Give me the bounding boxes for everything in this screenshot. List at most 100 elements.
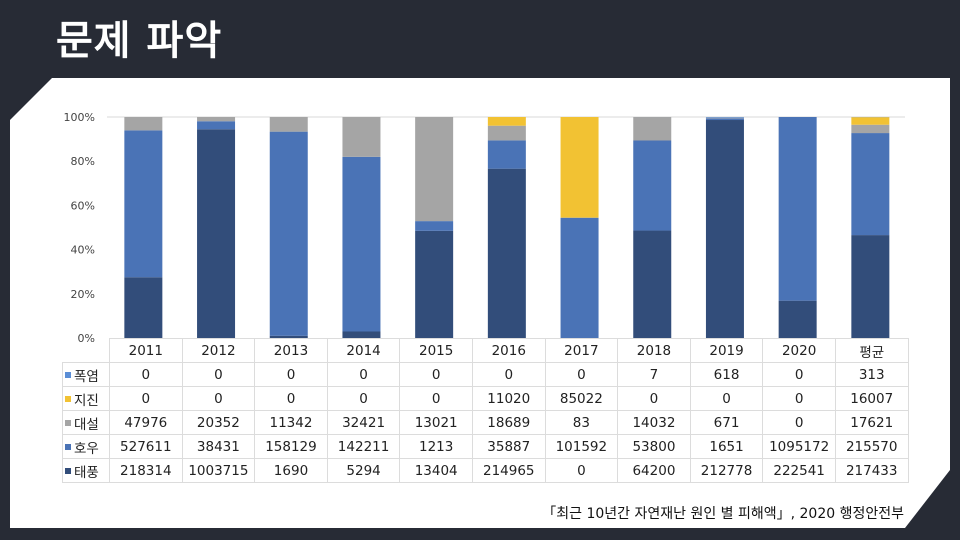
data-label: 20352 bbox=[181, 410, 256, 435]
bar-segment-대설-평균 bbox=[851, 124, 890, 134]
y-tick-label: 60% bbox=[71, 199, 95, 212]
data-label: 0 bbox=[181, 362, 256, 387]
data-label: 32421 bbox=[326, 410, 401, 435]
bar-segment-호우-2019 bbox=[705, 118, 744, 121]
data-label: 0 bbox=[254, 386, 328, 411]
bar-segment-대설-2019 bbox=[705, 117, 744, 119]
bar-segment-태풍-2020 bbox=[778, 300, 817, 338]
legend-swatch bbox=[65, 443, 71, 450]
bar-segment-태풍-2018 bbox=[633, 230, 672, 338]
legend-label: 태풍 bbox=[74, 464, 99, 481]
data-label: 17621 bbox=[834, 410, 909, 435]
table-row: 폭염 0 0 0 0 0 0 0 7 618 0 313 bbox=[62, 362, 909, 387]
data-label: 0 bbox=[109, 362, 183, 387]
data-label: 618 bbox=[689, 362, 764, 387]
y-tick-label: 40% bbox=[71, 244, 95, 257]
bar-segment-대설-2012 bbox=[197, 117, 236, 122]
data-label: 1651 bbox=[689, 434, 764, 459]
data-label: 11020 bbox=[471, 386, 546, 411]
data-label: 47976 bbox=[109, 410, 183, 435]
bar-segment-호우-2020 bbox=[778, 117, 817, 301]
data-label: 0 bbox=[762, 362, 836, 387]
category-label: 2017 bbox=[544, 338, 619, 363]
data-label: 13021 bbox=[399, 410, 473, 435]
data-label: 0 bbox=[762, 410, 836, 435]
data-label: 0 bbox=[544, 362, 619, 387]
category-label: 2014 bbox=[326, 338, 401, 363]
bar-segment-호우-2014 bbox=[342, 156, 381, 332]
source-caption: 「최근 10년간 자연재난 원인 별 피해액」, 2020 행정안전부 bbox=[542, 506, 904, 522]
table-row: 대설 47976 20352 11342 32421 13021 18689 83 14032 6… bbox=[62, 410, 909, 435]
category-label: 2018 bbox=[617, 338, 691, 363]
data-label: 11342 bbox=[254, 410, 328, 435]
data-label: 527611 bbox=[109, 434, 183, 459]
table-row: 호우 527611 38431 158129 142211 1213 35887 101592… bbox=[62, 434, 909, 459]
bar-segment-호우-2012 bbox=[197, 121, 236, 130]
bar-segment-대설-2016 bbox=[487, 125, 526, 141]
data-label: 158129 bbox=[254, 434, 328, 459]
data-label: 0 bbox=[326, 386, 401, 411]
legend-label: 대설 bbox=[74, 416, 99, 433]
bar-segment-대설-2011 bbox=[124, 117, 163, 131]
data-label: 0 bbox=[544, 458, 619, 483]
data-label: 0 bbox=[689, 386, 764, 411]
category-label: 2011 bbox=[109, 338, 183, 363]
data-label: 0 bbox=[399, 362, 473, 387]
data-label: 0 bbox=[471, 362, 546, 387]
data-label: 313 bbox=[834, 362, 909, 387]
y-tick-label: 80% bbox=[71, 155, 95, 168]
bar-segment-지진-2017 bbox=[560, 117, 599, 218]
data-label: 38431 bbox=[181, 434, 256, 459]
legend-label: 폭염 bbox=[74, 368, 99, 385]
data-label: 7 bbox=[617, 362, 691, 387]
table-row: 지진 0 0 0 0 0 11020 85022 0 0 0 16007 bbox=[62, 386, 909, 411]
table-row: 태풍 218314 1003715 1690 5294 13404 214965 0 64200… bbox=[62, 458, 909, 483]
bar-segment-태풍-2013 bbox=[269, 335, 308, 338]
bar-segment-호우-2013 bbox=[269, 131, 308, 336]
data-label: 64200 bbox=[617, 458, 691, 483]
bar-segment-호우-2018 bbox=[633, 140, 672, 231]
category-label: 2020 bbox=[762, 338, 836, 363]
data-label: 0 bbox=[326, 362, 401, 387]
category-label: 2019 bbox=[689, 338, 764, 363]
bar-segment-호우-평균 bbox=[851, 133, 890, 236]
bar-segment-태풍-2019 bbox=[705, 120, 744, 338]
legend-swatch bbox=[65, 419, 71, 426]
table-header-row: 2011 2012 2013 2014 2015 2016 2017 2018 2019 2020… bbox=[62, 338, 909, 363]
data-label: 212778 bbox=[689, 458, 764, 483]
y-tick-label: 20% bbox=[71, 288, 95, 301]
data-label: 83 bbox=[544, 410, 619, 435]
data-label: 18689 bbox=[471, 410, 546, 435]
bar-segment-태풍-2016 bbox=[487, 168, 526, 338]
data-label: 214965 bbox=[471, 458, 546, 483]
data-label: 14032 bbox=[617, 410, 691, 435]
data-label: 85022 bbox=[544, 386, 619, 411]
category-label: 2013 bbox=[254, 338, 328, 363]
legend-swatch bbox=[65, 395, 71, 402]
page-title: 문제 파악 bbox=[56, 18, 223, 64]
bar-segment-호우-2016 bbox=[487, 140, 526, 169]
data-label: 142211 bbox=[326, 434, 401, 459]
data-label: 13404 bbox=[399, 458, 473, 483]
data-label: 218314 bbox=[109, 458, 183, 483]
data-label: 1003715 bbox=[181, 458, 256, 483]
data-label: 217433 bbox=[834, 458, 909, 483]
category-label: 2012 bbox=[181, 338, 256, 363]
legend-swatch bbox=[65, 371, 71, 378]
data-label: 16007 bbox=[834, 386, 909, 411]
data-label: 0 bbox=[617, 386, 691, 411]
legend-swatch bbox=[65, 467, 71, 474]
category-label: 평균 bbox=[834, 338, 909, 363]
data-label: 1690 bbox=[254, 458, 328, 483]
data-label: 0 bbox=[254, 362, 328, 387]
y-tick-label: 100% bbox=[64, 111, 95, 124]
data-table: 2011 2012 2013 2014 2015 2016 2017 2018 2019 2020… bbox=[62, 338, 909, 483]
category-label: 2016 bbox=[471, 338, 546, 363]
bar-segment-대설-2014 bbox=[342, 117, 381, 157]
bar-segment-대설-2018 bbox=[633, 117, 672, 141]
bar-segment-태풍-2011 bbox=[124, 277, 163, 338]
data-label: 671 bbox=[689, 410, 764, 435]
bar-segment-호우-2015 bbox=[415, 221, 454, 231]
data-label: 0 bbox=[399, 386, 473, 411]
